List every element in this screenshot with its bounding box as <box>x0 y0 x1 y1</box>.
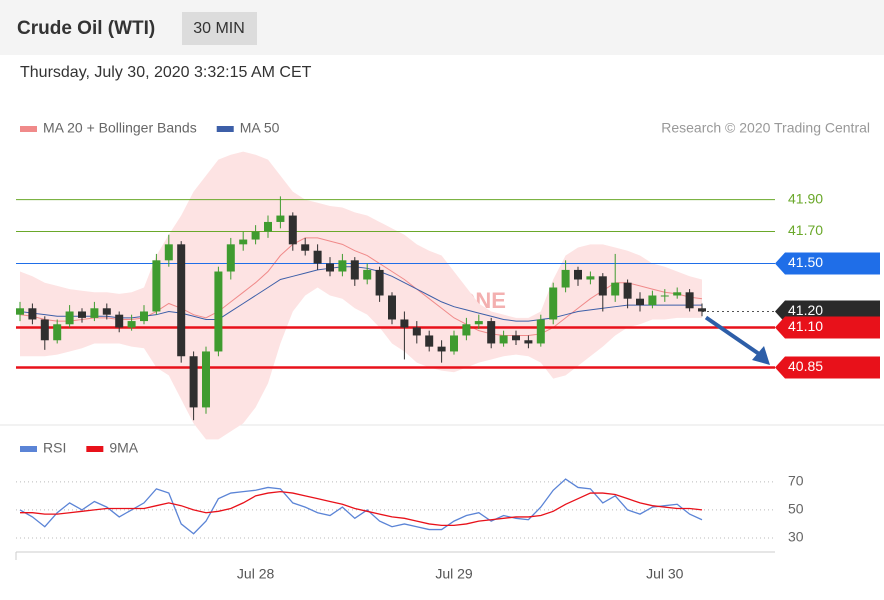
candle-body <box>127 321 136 328</box>
candle-body <box>412 327 421 336</box>
bollinger-band <box>20 151 702 440</box>
y-tick-label: 50 <box>788 501 804 517</box>
candle-body <box>450 335 458 352</box>
legend-label: 9MA <box>109 440 138 456</box>
candle-body <box>152 260 161 312</box>
candle-body <box>623 282 632 299</box>
candle-body <box>375 269 384 296</box>
forecast-arrow <box>704 315 764 358</box>
x-tick-label: Jul 29 <box>435 566 473 582</box>
level-badge <box>775 316 880 339</box>
candle-body <box>425 335 434 347</box>
level-label: 40.85 <box>788 358 823 374</box>
credit: Research © 2020 Trading Central <box>661 120 870 136</box>
legend-label: RSI <box>43 440 66 456</box>
candle-body <box>16 308 24 315</box>
level-label: 41.90 <box>788 190 823 206</box>
candle-body <box>313 250 322 264</box>
y-tick-label: 70 <box>788 473 804 489</box>
legend-label: MA 50 <box>240 120 280 136</box>
candle-body <box>512 335 520 341</box>
candle-body <box>189 356 198 408</box>
moving-average-line <box>19 266 702 322</box>
candle-body <box>276 215 285 222</box>
candle-body <box>499 335 508 344</box>
candle-body <box>363 269 372 280</box>
candle-body <box>561 269 570 288</box>
instrument-title: Crude Oil (WTI) <box>17 18 155 39</box>
candle-body <box>487 321 496 344</box>
candle-body <box>288 215 297 245</box>
interval-label[interactable]: 30 MIN <box>193 20 245 37</box>
candle-body <box>301 244 310 251</box>
header-bar <box>0 0 884 55</box>
y-tick-label: 30 <box>788 529 804 545</box>
forecast-arrowhead <box>752 346 770 365</box>
legend-swatch <box>86 446 104 452</box>
interval-badge[interactable] <box>182 12 257 45</box>
candle-body <box>53 324 62 341</box>
candle-body <box>400 319 409 328</box>
candle-body <box>239 239 248 245</box>
candle-body <box>90 308 99 318</box>
candle-body <box>338 260 347 272</box>
candle-body <box>636 298 644 306</box>
candle-body <box>474 321 483 325</box>
candle-body <box>264 221 272 232</box>
level-badge <box>775 356 880 379</box>
candle-body <box>140 311 148 322</box>
indicator-line <box>19 478 703 535</box>
candle-body <box>115 314 124 328</box>
candle-body <box>65 311 74 325</box>
level-label: 41.20 <box>788 302 823 318</box>
candle-body <box>462 324 471 336</box>
candle-body <box>586 276 595 280</box>
level-label: 41.70 <box>788 222 823 238</box>
legend-swatch <box>216 126 234 132</box>
candle-body <box>226 244 235 272</box>
level-badge <box>775 252 880 275</box>
legend-swatch <box>20 446 37 452</box>
legend-swatch <box>20 126 37 132</box>
candle-body <box>536 319 545 344</box>
indicator-line <box>20 491 703 526</box>
candle-body <box>326 263 334 272</box>
legend-label: MA 20 + Bollinger Bands <box>43 120 197 136</box>
moving-average-line <box>19 237 703 336</box>
candle-body <box>28 308 37 320</box>
candle-body <box>40 319 49 341</box>
candle-body <box>673 292 682 296</box>
candle-body <box>598 276 607 296</box>
candle-body <box>698 308 706 312</box>
candle-body <box>574 269 582 280</box>
candle-body <box>102 308 111 315</box>
candle-body <box>611 282 620 296</box>
candle-body <box>685 292 694 309</box>
candle-body <box>437 346 446 352</box>
candle-body <box>388 295 396 320</box>
candle-body <box>214 271 223 352</box>
level-label: 41.50 <box>788 254 823 270</box>
candle-body <box>164 244 173 261</box>
candle-body <box>177 244 186 357</box>
candle-body <box>78 311 86 318</box>
timestamp: Thursday, July 30, 2020 3:32:15 AM CET <box>20 64 312 81</box>
candle-body <box>202 351 210 408</box>
candle-body <box>251 231 260 240</box>
candle-body <box>549 287 558 320</box>
candle-body <box>660 295 669 297</box>
candle-body <box>350 260 359 280</box>
candle-body <box>524 340 533 344</box>
x-tick-label: Jul 28 <box>237 566 275 582</box>
x-tick-label: Jul 30 <box>646 566 684 582</box>
level-label: 41.10 <box>788 318 823 334</box>
candle-body <box>648 295 657 306</box>
